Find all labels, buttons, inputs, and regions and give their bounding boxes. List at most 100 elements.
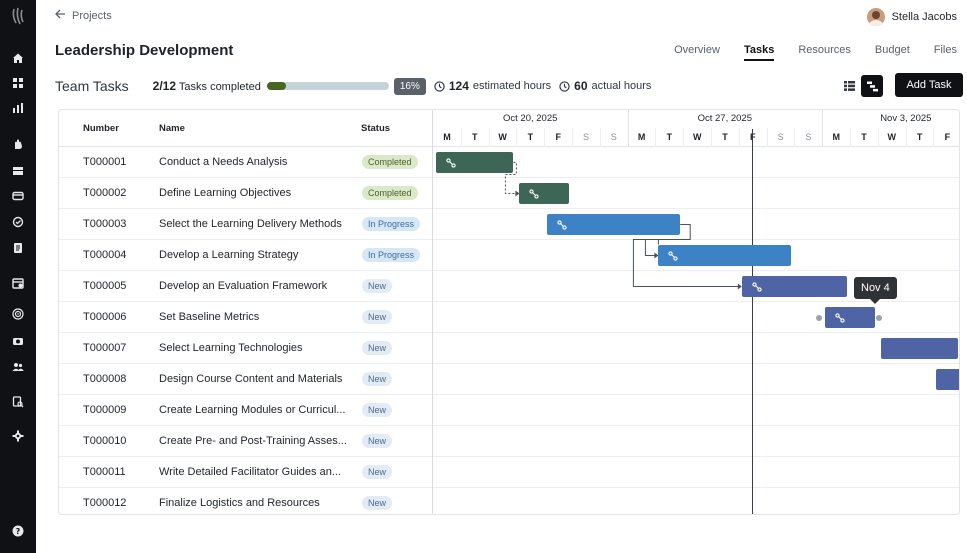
status-badge[interactable]: New <box>362 434 393 448</box>
task-name[interactable]: Select Learning Technologies <box>159 342 303 354</box>
task-name[interactable]: Create Pre- and Post-Training Asses... <box>159 435 347 447</box>
target-icon[interactable] <box>10 306 26 322</box>
back-link[interactable]: Projects <box>55 9 112 22</box>
table-row[interactable]: T000010 Create Pre- and Post-Training Ass… <box>59 426 959 457</box>
camera-icon[interactable] <box>10 333 26 349</box>
task-gantt-grid: Number Name Status MTWTFSSMTWTFSSMTWTFOc… <box>58 109 960 515</box>
home-icon[interactable] <box>10 50 26 66</box>
logo-icon[interactable] <box>10 7 26 25</box>
stats-bar: Team Tasks 2/12 Tasks completed 16% 124 … <box>55 76 659 96</box>
column-header-name[interactable]: Name <box>159 123 185 134</box>
calendar-icon[interactable] <box>10 275 26 291</box>
week-label: Oct 20, 2025 <box>503 113 558 124</box>
gantt-bar[interactable] <box>936 369 959 390</box>
task-name[interactable]: Design Course Content and Materials <box>159 373 343 385</box>
user-menu[interactable]: Stella Jacobs <box>866 8 957 26</box>
task-name[interactable]: Develop a Learning Strategy <box>159 249 299 261</box>
drag-handle-right[interactable] <box>875 314 882 321</box>
task-number: T000002 <box>83 187 127 199</box>
table-row[interactable]: T000004 Develop a Learning Strategy In Pro… <box>59 240 959 271</box>
status-badge[interactable]: New <box>362 279 393 293</box>
hand-icon[interactable] <box>10 136 26 152</box>
clock-icon[interactable] <box>10 214 26 230</box>
table-row[interactable]: T000007 Select Learning Technologies New <box>59 333 959 364</box>
status-badge[interactable]: New <box>362 310 393 324</box>
chart-icon[interactable] <box>10 100 26 116</box>
status-badge[interactable]: In Progress <box>362 217 421 231</box>
task-name[interactable]: Develop an Evaluation Framework <box>159 280 328 292</box>
progress-fill <box>266 82 287 90</box>
task-name[interactable]: Conduct a Needs Analysis <box>159 156 288 168</box>
table-row[interactable]: T000003 Select the Learning Delivery Meth… <box>59 209 959 240</box>
card-icon[interactable] <box>10 188 26 204</box>
day-label: S <box>805 132 812 142</box>
page-title: Leadership Development <box>55 42 234 59</box>
tab-resources[interactable]: Resources <box>798 44 851 56</box>
status-badge[interactable]: New <box>362 403 393 417</box>
gantt-bar[interactable] <box>658 245 792 266</box>
table-row[interactable]: T000012 Finalize Logistics and Resources N… <box>59 488 959 514</box>
day-separator <box>850 128 851 147</box>
task-name[interactable]: Set Baseline Metrics <box>159 311 260 323</box>
table-row[interactable]: T000009 Create Learning Modules or Curric… <box>59 395 959 426</box>
drag-handle-left[interactable] <box>816 314 823 321</box>
table-row[interactable]: T000006 Set Baseline Metrics New <box>59 302 959 333</box>
clock-icon <box>559 80 570 92</box>
tasks-completed: 2/12 Tasks completed <box>153 79 261 93</box>
day-label: T <box>666 132 673 142</box>
gantt-bar[interactable] <box>741 276 847 297</box>
avatar <box>866 8 885 26</box>
task-name[interactable]: Write Detailed Facilitator Guides an... <box>159 466 341 478</box>
task-number: T000008 <box>83 373 127 385</box>
arrow-left-icon <box>55 9 66 22</box>
gantt-icon <box>866 81 878 91</box>
column-header-number[interactable]: Number <box>83 123 119 134</box>
gantt-bar[interactable] <box>880 338 959 359</box>
gantt-bar[interactable] <box>436 152 514 173</box>
link-icon <box>752 281 762 292</box>
actual-hours-label: actual hours <box>591 80 652 92</box>
tab-overview[interactable]: Overview <box>674 44 720 56</box>
add-task-button[interactable]: Add Task <box>895 73 963 97</box>
table-row[interactable]: T000005 Develop an Evaluation Framework Ne… <box>59 271 959 302</box>
task-name[interactable]: Select the Learning Delivery Methods <box>159 218 342 230</box>
day-label: S <box>610 132 617 142</box>
pane-divider[interactable] <box>432 110 433 514</box>
task-number: T000005 <box>83 280 127 292</box>
users-icon[interactable] <box>10 359 26 375</box>
tab-budget[interactable]: Budget <box>874 44 910 56</box>
task-number: T000004 <box>83 249 127 261</box>
status-badge[interactable]: New <box>362 372 393 386</box>
task-name[interactable]: Define Learning Objectives <box>159 187 292 199</box>
tab-files[interactable]: Files <box>933 44 957 56</box>
status-badge[interactable]: New <box>362 465 393 479</box>
task-number: T000001 <box>83 156 127 168</box>
gantt-bar[interactable] <box>825 307 875 328</box>
date-tooltip: Nov 4 <box>854 277 897 304</box>
status-badge[interactable]: New <box>362 341 393 355</box>
tab-tasks[interactable]: Tasks <box>732 44 786 61</box>
table-row[interactable]: T000008 Design Course Content and Materia… <box>59 364 959 395</box>
gantt-bar[interactable] <box>547 214 681 235</box>
table-row[interactable]: T000011 Write Detailed Facilitator Guides… <box>59 457 959 488</box>
table-row[interactable]: T000002 Define Learning Objectives Complet… <box>59 178 959 209</box>
help-icon[interactable]: ? <box>10 523 26 539</box>
gantt-view-button[interactable] <box>861 75 883 97</box>
status-badge[interactable]: New <box>362 496 393 510</box>
gantt-bar[interactable] <box>519 183 569 204</box>
gear-icon[interactable] <box>10 428 26 444</box>
document-icon[interactable] <box>10 240 26 256</box>
task-name[interactable]: Finalize Logistics and Resources <box>159 497 320 509</box>
status-badge[interactable]: In Progress <box>362 248 421 262</box>
layers-icon[interactable] <box>10 162 26 178</box>
column-header-status[interactable]: Status <box>361 123 391 134</box>
week-separator <box>822 110 824 147</box>
grid-icon[interactable] <box>10 75 26 91</box>
status-badge[interactable]: Completed <box>362 186 418 200</box>
today-line <box>752 129 754 514</box>
status-badge[interactable]: Completed <box>362 155 418 169</box>
list-view-button[interactable] <box>838 75 860 97</box>
report-icon[interactable] <box>10 394 26 410</box>
task-name[interactable]: Create Learning Modules or Curricul... <box>159 404 346 416</box>
